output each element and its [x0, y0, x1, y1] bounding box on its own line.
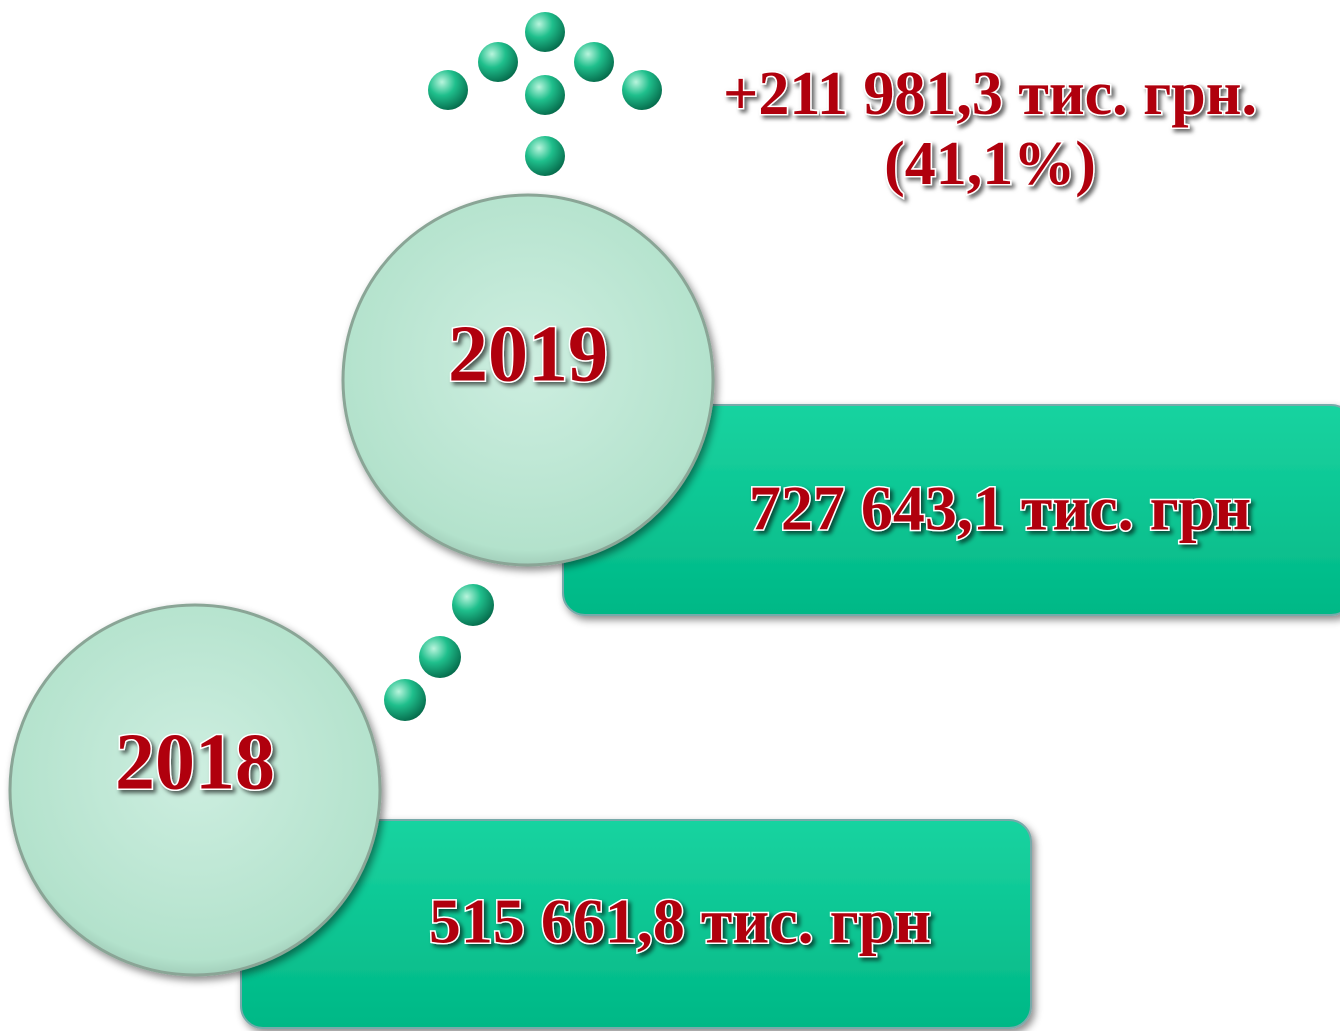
amount: 515 661,8 тис. грн — [429, 886, 931, 957]
dot — [525, 12, 565, 52]
dot — [428, 70, 468, 110]
year-circle — [341, 193, 715, 567]
dot — [384, 679, 426, 721]
dot — [419, 636, 461, 678]
arrow-dots — [428, 12, 662, 176]
dot — [525, 136, 565, 176]
year: 2019 — [448, 310, 608, 398]
connector-dots — [384, 584, 494, 721]
change-amount: +211 981,3 тис. грн. — [723, 60, 1257, 128]
dot — [622, 70, 662, 110]
dot — [478, 42, 518, 82]
dot — [525, 75, 565, 115]
dot — [452, 584, 494, 626]
dot — [574, 42, 614, 82]
amount: 727 643,1 тис. грн — [749, 473, 1251, 544]
change-percent: (41,1%) — [884, 130, 1096, 198]
year: 2018 — [115, 718, 275, 806]
year-circle — [8, 603, 382, 977]
